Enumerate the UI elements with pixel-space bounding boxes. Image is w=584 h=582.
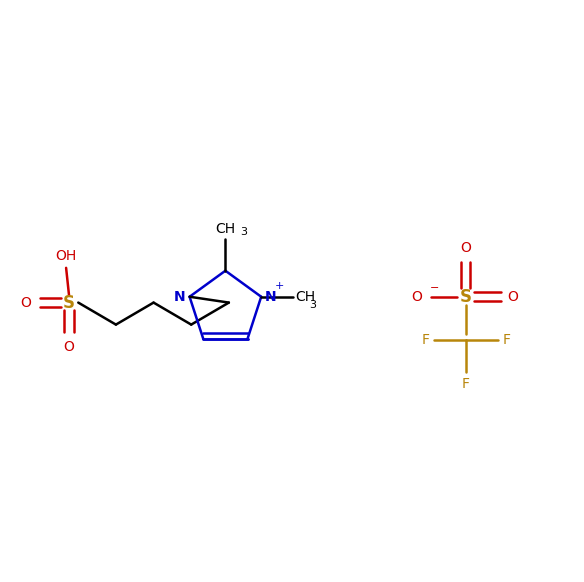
Text: CH: CH bbox=[295, 290, 315, 304]
Text: S: S bbox=[63, 293, 75, 311]
Text: F: F bbox=[502, 333, 510, 347]
Text: O: O bbox=[64, 340, 74, 354]
Text: O: O bbox=[507, 290, 519, 304]
Text: 3: 3 bbox=[310, 300, 317, 310]
Text: O: O bbox=[460, 241, 471, 255]
Text: OH: OH bbox=[55, 249, 77, 263]
Text: 3: 3 bbox=[240, 227, 247, 237]
Text: −: − bbox=[430, 282, 439, 293]
Text: O: O bbox=[412, 290, 422, 304]
Text: N: N bbox=[265, 290, 276, 304]
Text: CH: CH bbox=[215, 222, 235, 236]
Text: S: S bbox=[460, 288, 472, 306]
Text: N: N bbox=[173, 290, 185, 304]
Text: O: O bbox=[20, 296, 32, 310]
Text: F: F bbox=[421, 333, 429, 347]
Text: F: F bbox=[462, 377, 470, 391]
Text: +: + bbox=[275, 281, 284, 292]
